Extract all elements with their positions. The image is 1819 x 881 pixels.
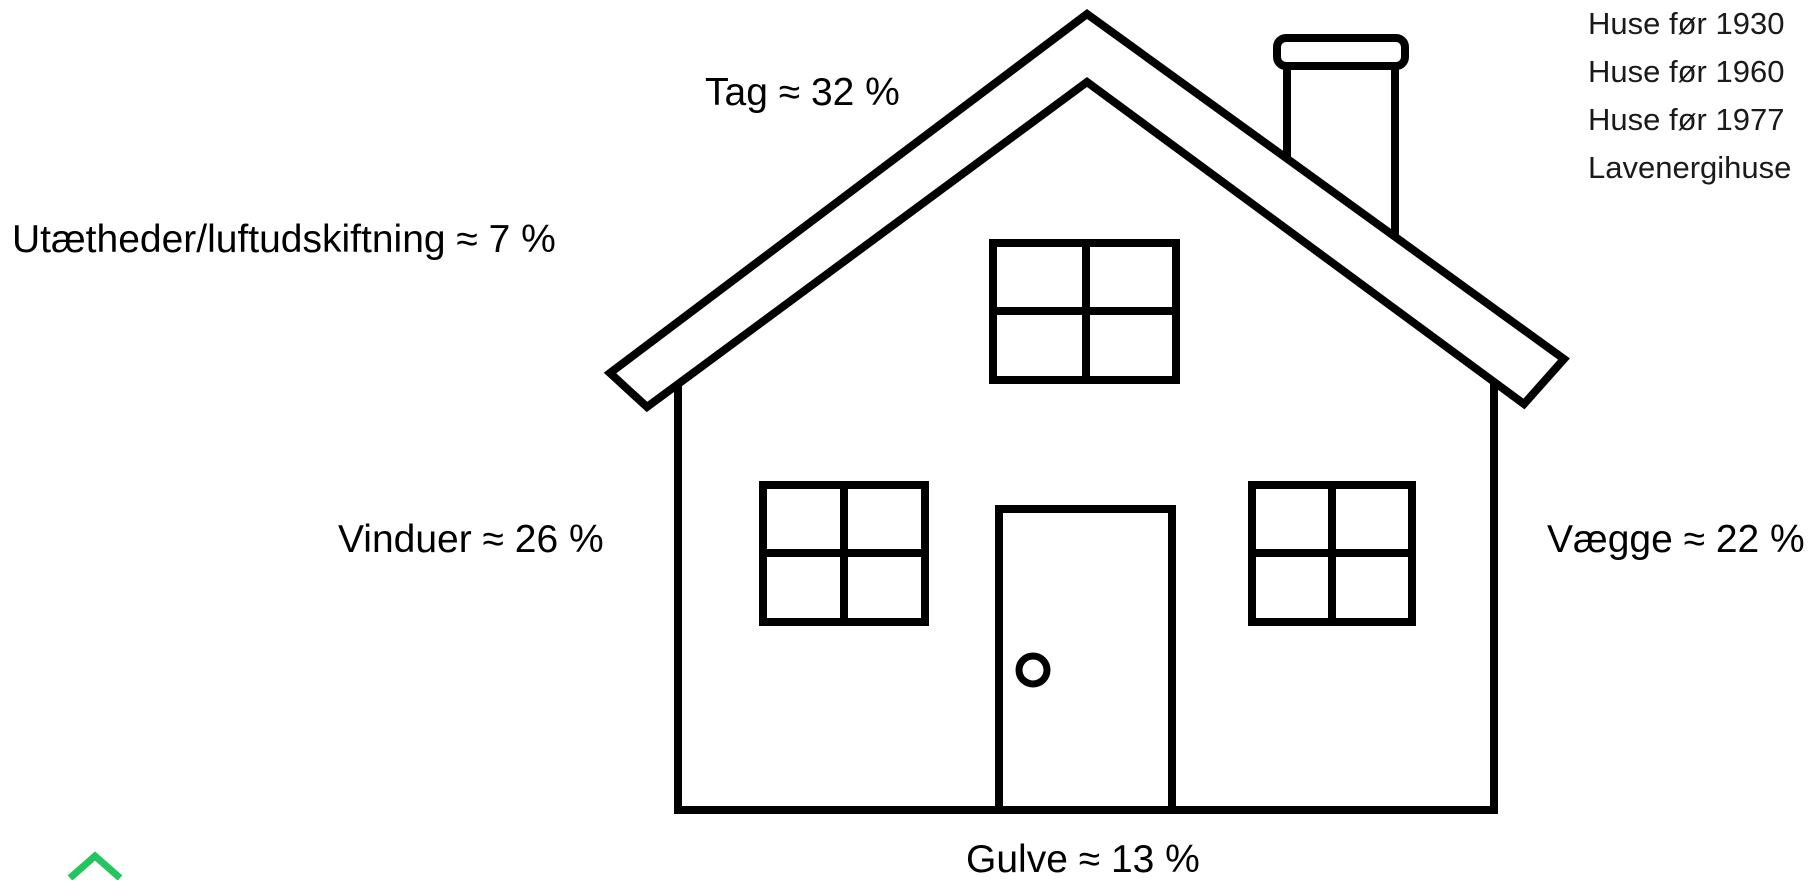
roof-label: Tag ≈ 32 % [705, 71, 900, 114]
windows-label: Vinduer ≈ 26 % [338, 518, 604, 561]
legend-item: Huse før 1960 [1588, 54, 1785, 89]
legend-item: Huse før 1977 [1588, 102, 1785, 137]
green-house-logo-icon [67, 851, 123, 880]
door-knob [1015, 652, 1051, 688]
chimney-cap [1273, 34, 1409, 70]
walls-label: Vægge ≈ 22 % [1547, 518, 1805, 561]
house-walls [674, 380, 1498, 814]
door [995, 505, 1176, 810]
legend-item: Huse før 1930 [1588, 6, 1785, 41]
legend-item: Lavenergihuse [1588, 150, 1792, 185]
floors-label: Gulve ≈ 13 % [966, 838, 1200, 881]
leaks-label: Utætheder/luftudskiftning ≈ 7 % [12, 218, 556, 261]
roof [603, 9, 1570, 413]
